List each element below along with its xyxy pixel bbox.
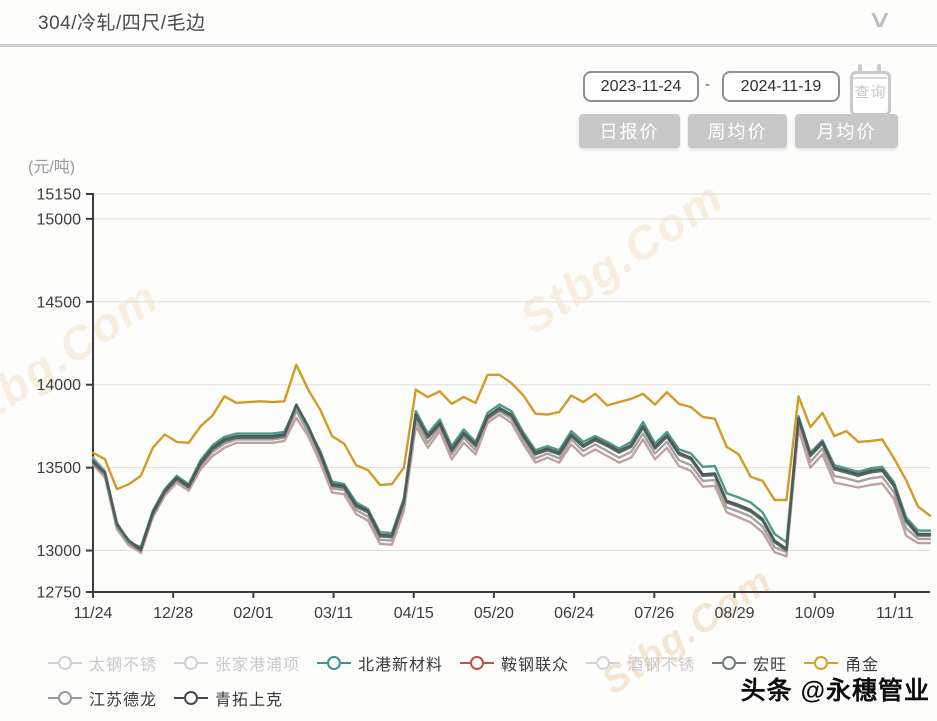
calendar-icon <box>877 64 881 73</box>
x-tick-label: 11/24 <box>74 605 113 622</box>
legend-label: 宏旺 <box>753 657 788 674</box>
credit-watermark: 头条 @永穗管业 <box>740 677 930 705</box>
legend-marker-icon <box>470 656 485 670</box>
legend-marker-icon <box>814 656 829 670</box>
legend-item[interactable]: 甬金 <box>804 651 879 675</box>
weekly-average-button[interactable]: 周均价 <box>688 114 787 148</box>
x-tick-label: 11/11 <box>876 605 914 622</box>
legend-item[interactable]: 江苏德龙 <box>48 686 157 710</box>
x-tick-label: 10/09 <box>795 605 835 622</box>
x-tick-label: 04/15 <box>394 605 434 622</box>
y-tick-label: 12750 <box>37 585 82 602</box>
legend-item[interactable]: 酒钢不锈 <box>586 651 695 675</box>
monthly-average-button[interactable]: 月均价 <box>795 114 898 148</box>
legend-label: 太钢不锈 <box>89 657 158 674</box>
legend-marker-icon <box>327 656 342 670</box>
legend-marker-icon <box>722 656 737 670</box>
legend-marker-icon <box>184 691 199 705</box>
legend-label: 鞍钢联众 <box>501 657 570 674</box>
y-tick-label: 13500 <box>37 460 82 477</box>
calendar-icon <box>858 64 862 73</box>
legend-marker-icon <box>184 656 199 670</box>
date-start-input[interactable] <box>583 71 699 102</box>
chevron-down-icon[interactable]: ∨ <box>867 6 894 33</box>
date-end-input[interactable] <box>722 71 840 102</box>
y-tick-label: 15150 <box>37 187 82 204</box>
y-axis-unit-label: (元/吨) <box>28 159 76 176</box>
x-tick-label: 06/24 <box>554 605 594 622</box>
y-tick-label: 13000 <box>37 543 82 560</box>
legend-label: 张家港浦项 <box>215 657 301 674</box>
series-line <box>91 403 932 551</box>
legend-label: 甬金 <box>845 657 880 674</box>
legend-label: 北港新材料 <box>358 657 444 674</box>
chart-legend: 太钢不锈 张家港浦项 北港新材料 鞍钢联众 酒钢不锈 宏旺 甬金江苏德龙 青拓上克 <box>48 651 928 721</box>
query-button-label: 查询 <box>854 84 887 101</box>
x-tick-label: 07/26 <box>634 605 674 622</box>
x-tick-label: 12/28 <box>153 605 193 622</box>
legend-label: 江苏德龙 <box>89 692 158 709</box>
y-tick-label: 15000 <box>37 211 82 228</box>
x-tick-label: 02/01 <box>233 605 273 622</box>
x-tick-label: 05/20 <box>474 605 514 622</box>
y-tick-label: 14000 <box>37 377 82 394</box>
daily-price-button[interactable]: 日报价 <box>579 114 680 148</box>
legend-item[interactable]: 宏旺 <box>712 651 787 675</box>
series-line <box>91 403 932 549</box>
legend-marker-icon <box>58 691 72 705</box>
y-tick-label: 14500 <box>37 294 82 311</box>
legend-marker-icon <box>596 656 611 670</box>
series-line <box>91 363 932 517</box>
calendar-icon <box>852 77 887 79</box>
header-divider <box>0 44 937 47</box>
legend-item[interactable]: 青拓上克 <box>174 686 283 710</box>
legend-item[interactable]: 太钢不锈 <box>48 651 157 675</box>
x-tick-label: 03/11 <box>314 605 353 622</box>
series-line <box>91 405 932 552</box>
legend-item[interactable]: 张家港浦项 <box>174 651 300 675</box>
price-chart: 12750 13000 13500 14000 14500 15000 15150 11/24… <box>37 187 932 622</box>
date-range-separator: - <box>705 76 710 93</box>
x-tick-label: 08/29 <box>714 605 754 622</box>
legend-item[interactable]: 鞍钢联众 <box>460 651 569 675</box>
legend-label: 酒钢不锈 <box>627 657 696 674</box>
legend-label: 青拓上克 <box>215 692 284 709</box>
legend-item[interactable]: 北港新材料 <box>317 651 443 675</box>
legend-marker-icon <box>58 656 72 670</box>
page-title: 304/冷轧/四尺/毛边 <box>38 13 206 34</box>
